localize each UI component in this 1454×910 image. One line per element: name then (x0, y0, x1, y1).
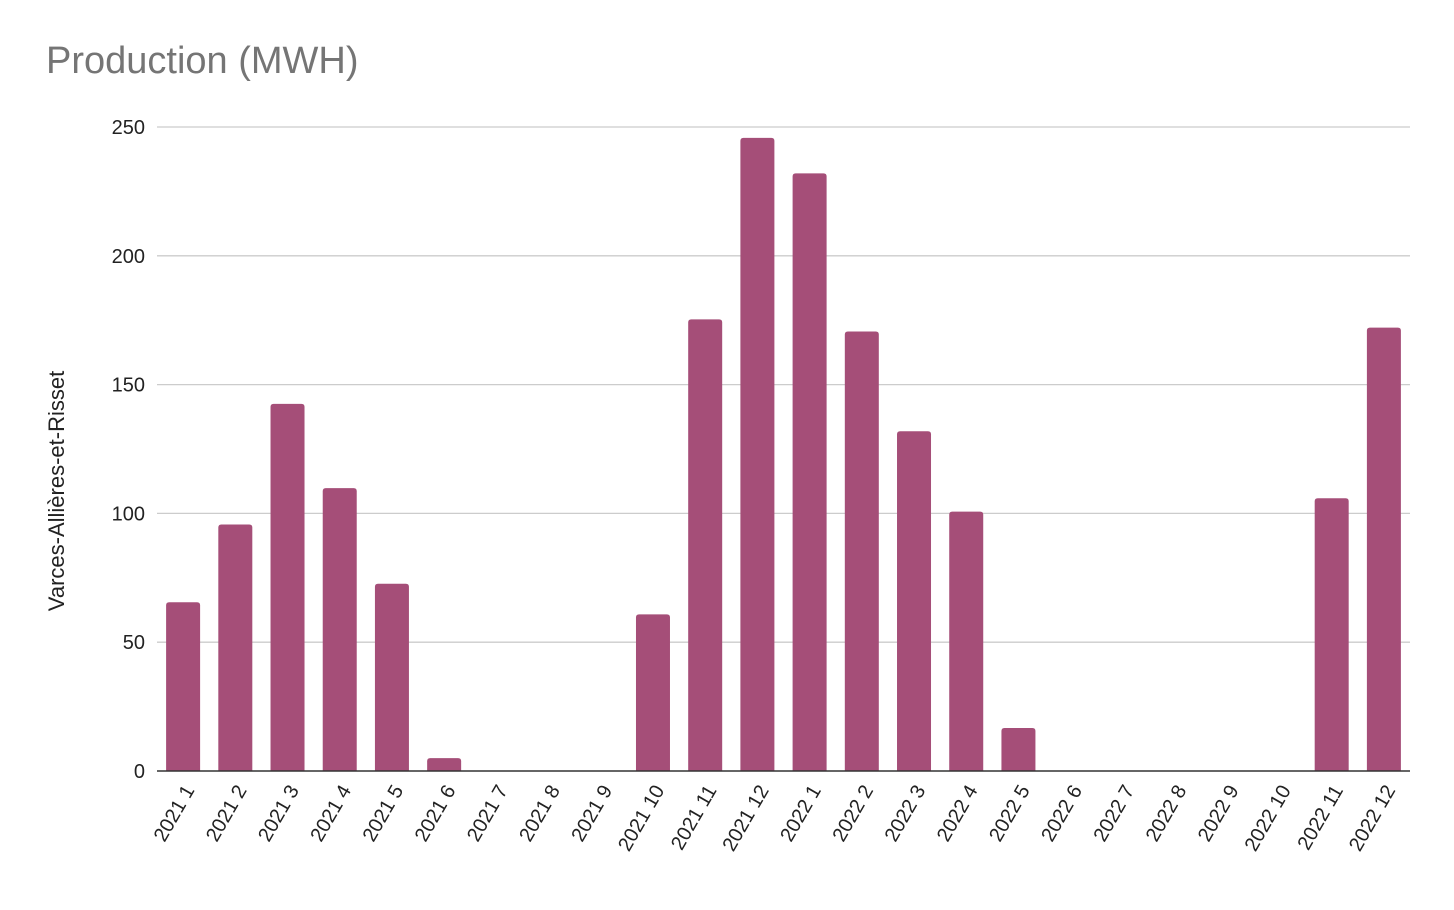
x-tick-label: 2021 5 (359, 782, 409, 846)
y-tick-label: 200 (112, 246, 145, 268)
bar (1001, 727, 1036, 771)
x-tick-label: 2021 1 (150, 782, 200, 846)
bar (1366, 327, 1401, 771)
x-tick-label: 2022 10 (1241, 782, 1296, 856)
x-tick-label: 2022 2 (829, 782, 879, 846)
x-tick-label: 2022 3 (881, 782, 931, 846)
y-axis-label: Varces-Allières-et-Risset (44, 371, 69, 611)
bar (427, 758, 462, 771)
bar (270, 403, 305, 771)
bar (1314, 498, 1349, 771)
y-tick-label: 50 (123, 632, 145, 654)
x-tick-label: 2022 7 (1090, 782, 1140, 846)
x-tick-label: 2021 11 (667, 782, 721, 854)
y-tick-label: 250 (112, 117, 145, 139)
y-tick-label: 0 (134, 761, 145, 783)
x-tick-label: 2022 11 (1294, 782, 1348, 854)
gridlines (157, 126, 1410, 643)
x-tick-label: 2022 12 (1345, 782, 1400, 856)
x-tick-label: 2021 2 (202, 782, 252, 846)
x-tick-label: 2022 4 (933, 782, 983, 846)
bar (374, 583, 409, 771)
bar (897, 431, 932, 771)
x-tick-label: 2021 9 (567, 782, 617, 846)
bar (949, 511, 984, 771)
x-tick-label: 2021 10 (614, 782, 669, 856)
y-tick-labels: 0 50 100 150 200 250 (112, 117, 145, 783)
bar (166, 602, 201, 771)
bar (740, 137, 775, 771)
x-tick-label: 2022 8 (1142, 782, 1192, 846)
x-tick-labels: 2021 1 2021 2 2021 3 2021 4 2021 5 2021 6 2021… (150, 782, 1400, 856)
x-tick-label: 2021 8 (515, 782, 565, 846)
x-tick-label: 2022 6 (1037, 782, 1087, 846)
bar (792, 173, 827, 772)
x-tick-label: 2022 5 (985, 782, 1035, 846)
x-tick-label: 2021 7 (463, 782, 513, 846)
bars (166, 137, 1401, 772)
x-tick-label: 2021 12 (719, 782, 774, 856)
x-tick-label: 2021 3 (254, 782, 304, 846)
chart-title: Production (MWH) (46, 40, 359, 82)
x-tick-label: 2021 6 (411, 782, 461, 846)
x-tick-label: 2021 4 (306, 782, 356, 846)
bar (322, 488, 357, 771)
x-tick-label: 2022 9 (1194, 782, 1244, 846)
bar (844, 331, 879, 771)
x-tick-label: 2022 1 (776, 782, 826, 846)
bar (635, 614, 670, 771)
y-tick-label: 150 (112, 375, 145, 397)
bar (218, 524, 253, 771)
bar (688, 319, 723, 771)
y-tick-label: 100 (112, 503, 145, 525)
